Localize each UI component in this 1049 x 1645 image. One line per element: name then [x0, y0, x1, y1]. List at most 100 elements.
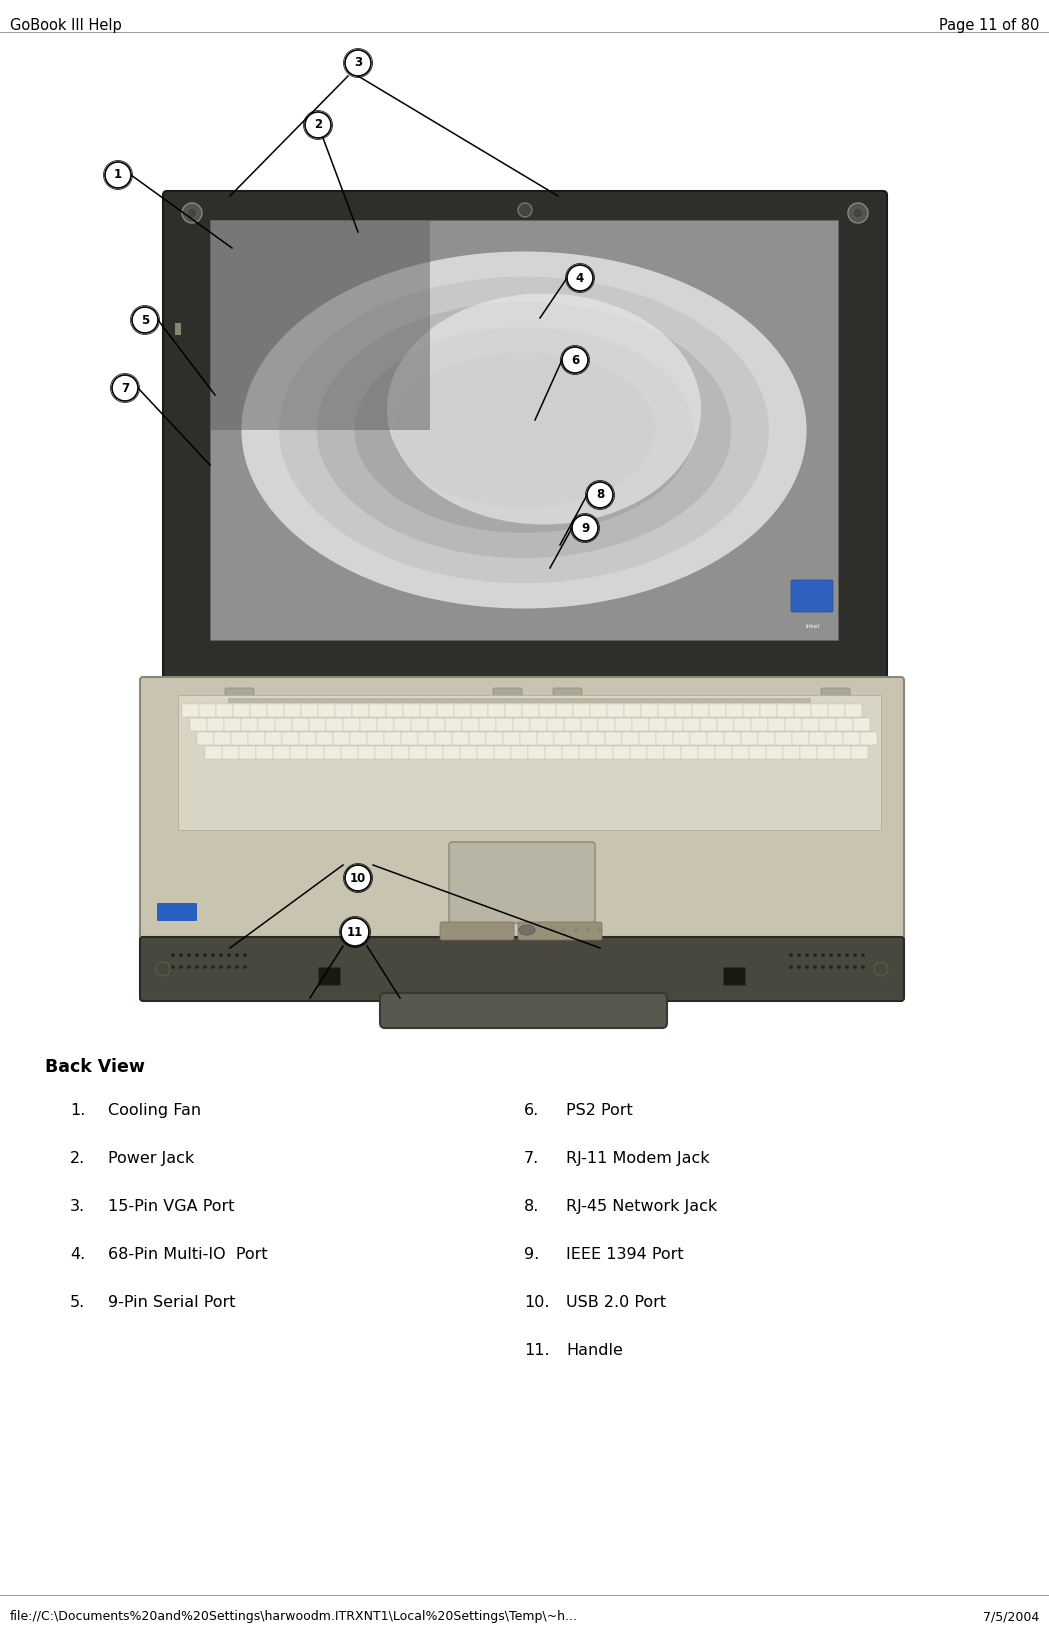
Text: 4.: 4.	[70, 1247, 85, 1262]
FancyBboxPatch shape	[715, 745, 732, 758]
FancyBboxPatch shape	[709, 704, 726, 717]
FancyBboxPatch shape	[590, 704, 607, 717]
FancyBboxPatch shape	[828, 704, 845, 717]
Circle shape	[171, 966, 175, 969]
FancyBboxPatch shape	[505, 704, 522, 717]
Text: 7.: 7.	[524, 1152, 539, 1166]
Text: Back View: Back View	[45, 1058, 145, 1076]
FancyBboxPatch shape	[394, 717, 411, 730]
FancyBboxPatch shape	[800, 745, 817, 758]
Text: 8: 8	[596, 489, 604, 502]
FancyBboxPatch shape	[343, 717, 360, 730]
Text: 10: 10	[350, 872, 366, 885]
FancyBboxPatch shape	[504, 732, 520, 745]
FancyBboxPatch shape	[545, 745, 562, 758]
Circle shape	[853, 207, 863, 219]
FancyBboxPatch shape	[224, 688, 254, 712]
FancyBboxPatch shape	[190, 717, 207, 730]
FancyBboxPatch shape	[350, 732, 367, 745]
FancyBboxPatch shape	[140, 678, 904, 943]
FancyBboxPatch shape	[573, 704, 590, 717]
Circle shape	[568, 265, 593, 291]
FancyBboxPatch shape	[443, 745, 461, 758]
FancyBboxPatch shape	[598, 717, 615, 730]
Circle shape	[187, 207, 197, 219]
FancyBboxPatch shape	[851, 745, 868, 758]
FancyBboxPatch shape	[675, 704, 692, 717]
FancyBboxPatch shape	[579, 745, 596, 758]
FancyBboxPatch shape	[775, 732, 792, 745]
FancyBboxPatch shape	[700, 717, 718, 730]
Text: 6.: 6.	[524, 1104, 539, 1119]
FancyBboxPatch shape	[596, 745, 613, 758]
Circle shape	[829, 966, 833, 969]
FancyBboxPatch shape	[581, 717, 598, 730]
FancyBboxPatch shape	[845, 704, 862, 717]
Text: 2: 2	[314, 118, 322, 132]
Circle shape	[211, 952, 215, 957]
FancyBboxPatch shape	[199, 704, 216, 717]
FancyBboxPatch shape	[216, 704, 233, 717]
FancyBboxPatch shape	[267, 704, 284, 717]
Text: RJ-45 Network Jack: RJ-45 Network Jack	[566, 1199, 718, 1214]
FancyBboxPatch shape	[273, 745, 290, 758]
FancyBboxPatch shape	[821, 688, 850, 712]
FancyBboxPatch shape	[335, 704, 352, 717]
FancyBboxPatch shape	[275, 717, 292, 730]
FancyBboxPatch shape	[630, 745, 647, 758]
Text: 7: 7	[121, 382, 129, 395]
FancyBboxPatch shape	[488, 704, 505, 717]
Circle shape	[861, 966, 865, 969]
FancyBboxPatch shape	[494, 745, 511, 758]
Circle shape	[789, 952, 793, 957]
Circle shape	[181, 202, 202, 224]
FancyBboxPatch shape	[341, 745, 358, 758]
Text: 7/5/2004: 7/5/2004	[983, 1610, 1039, 1624]
Text: 9: 9	[581, 521, 590, 535]
Circle shape	[598, 928, 602, 933]
Circle shape	[219, 952, 223, 957]
FancyBboxPatch shape	[539, 704, 556, 717]
FancyBboxPatch shape	[556, 704, 573, 717]
Circle shape	[797, 966, 801, 969]
FancyBboxPatch shape	[588, 732, 605, 745]
FancyBboxPatch shape	[794, 704, 811, 717]
FancyBboxPatch shape	[520, 732, 537, 745]
FancyBboxPatch shape	[205, 745, 222, 758]
FancyBboxPatch shape	[377, 717, 394, 730]
FancyBboxPatch shape	[352, 704, 369, 717]
Text: 1: 1	[114, 168, 122, 181]
FancyBboxPatch shape	[309, 717, 326, 730]
FancyBboxPatch shape	[222, 745, 239, 758]
Text: IEEE 1394 Port: IEEE 1394 Port	[566, 1247, 684, 1262]
FancyBboxPatch shape	[318, 704, 335, 717]
Bar	[187, 679, 863, 716]
Text: Page 11 of 80: Page 11 of 80	[939, 18, 1039, 33]
FancyBboxPatch shape	[791, 581, 833, 612]
FancyBboxPatch shape	[809, 732, 826, 745]
FancyBboxPatch shape	[819, 717, 836, 730]
FancyBboxPatch shape	[437, 704, 454, 717]
FancyBboxPatch shape	[316, 732, 333, 745]
Circle shape	[805, 952, 809, 957]
FancyBboxPatch shape	[698, 745, 715, 758]
Circle shape	[345, 865, 371, 892]
Text: 3: 3	[354, 56, 362, 69]
Text: RJ-11 Modem Jack: RJ-11 Modem Jack	[566, 1152, 709, 1166]
FancyBboxPatch shape	[380, 994, 667, 1028]
Circle shape	[227, 966, 231, 969]
Text: 11.: 11.	[524, 1342, 550, 1359]
FancyBboxPatch shape	[792, 732, 809, 745]
Text: 9.: 9.	[524, 1247, 539, 1262]
FancyBboxPatch shape	[140, 938, 904, 1002]
FancyBboxPatch shape	[449, 842, 595, 923]
Circle shape	[797, 952, 801, 957]
FancyBboxPatch shape	[766, 745, 783, 758]
Circle shape	[171, 952, 175, 957]
Circle shape	[562, 347, 588, 373]
FancyBboxPatch shape	[511, 745, 528, 758]
Circle shape	[243, 966, 247, 969]
FancyBboxPatch shape	[768, 717, 785, 730]
FancyBboxPatch shape	[403, 704, 420, 717]
Circle shape	[518, 202, 532, 217]
